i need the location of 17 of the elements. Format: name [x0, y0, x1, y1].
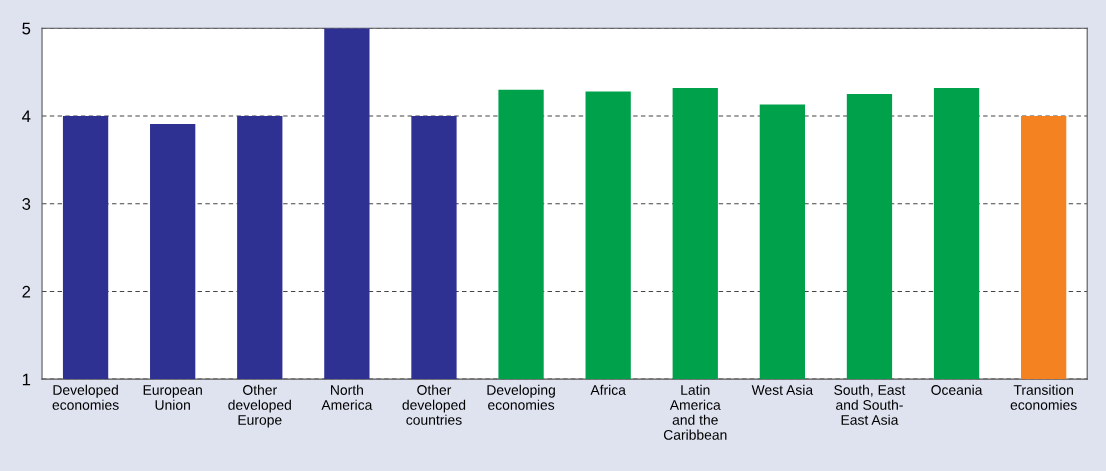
x-tick-label: Transition economies: [1010, 384, 1077, 410]
y-tick-label: 1: [22, 373, 31, 386]
x-tick-label: South, East and South- East Asia: [834, 384, 906, 425]
y-tick-label: 2: [22, 285, 31, 298]
x-tick-label: North America: [321, 384, 373, 410]
x-tick-label: European Union: [143, 385, 202, 410]
x-tick-label: Latin America and the Caribbean: [663, 384, 727, 440]
x-tick-label: Oceania: [931, 384, 983, 395]
x-tick-label: Other developed Europe: [228, 384, 291, 428]
y-tick-label: 5: [22, 22, 31, 35]
x-tick-label: Developing economies: [487, 384, 555, 410]
y-tick-label: 3: [22, 198, 31, 210]
x-tick-label: Other developed countries: [402, 384, 466, 425]
y-tick-label: 4: [22, 110, 31, 123]
x-tick-label: Developed economies: [52, 384, 119, 410]
x-tick-label: Africa: [590, 384, 626, 395]
x-tick-label: West Asia: [751, 384, 814, 395]
